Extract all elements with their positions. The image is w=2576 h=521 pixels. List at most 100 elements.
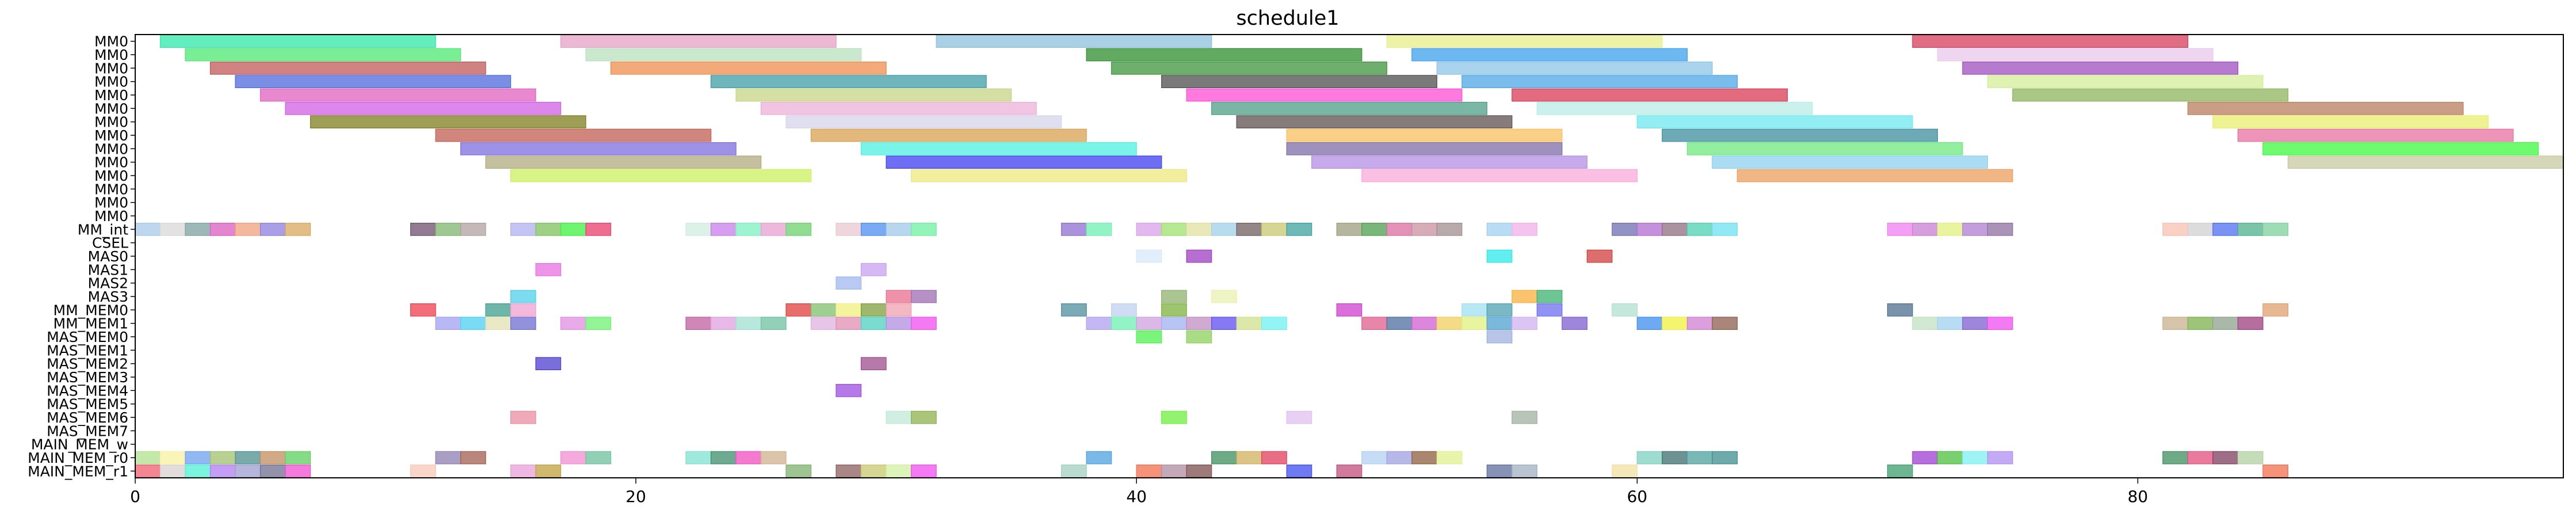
task-bar — [610, 61, 887, 75]
task-bar — [2187, 451, 2214, 465]
task-bar — [209, 223, 236, 236]
task-bar — [1962, 223, 1988, 236]
task-bar — [1211, 317, 1237, 330]
task-bar — [159, 464, 186, 478]
task-bar — [911, 290, 937, 303]
y-tick-label: MM0 — [94, 168, 128, 184]
task-bar — [1186, 317, 1212, 330]
task-bar — [259, 223, 286, 236]
task-bar — [710, 75, 987, 88]
task-bar — [1636, 317, 1663, 330]
task-bar — [1361, 169, 1638, 182]
task-bar — [1111, 303, 1137, 317]
task-bar — [2212, 317, 2238, 330]
y-tick-label: MAS3 — [88, 288, 128, 305]
task-bar — [2212, 451, 2238, 465]
task-bar — [810, 303, 837, 317]
task-bar — [1436, 61, 1713, 75]
y-tick-label: MM0 — [94, 195, 128, 211]
task-bar — [435, 128, 712, 142]
task-bar — [1486, 223, 1513, 236]
x-tick-label: 40 — [1126, 487, 1147, 506]
task-bar — [209, 451, 236, 465]
task-bar — [185, 223, 211, 236]
task-bar — [259, 464, 286, 478]
task-bar — [1686, 317, 1713, 330]
task-bar — [1211, 290, 1237, 303]
task-bar — [510, 464, 536, 478]
task-bar — [510, 169, 812, 182]
task-bar — [810, 317, 837, 330]
task-bar — [510, 410, 536, 424]
task-bar — [1512, 290, 1537, 303]
task-bar — [2237, 128, 2514, 142]
task-bar — [1336, 303, 1363, 317]
task-bar — [1586, 249, 1613, 263]
task-bar — [1186, 223, 1212, 236]
task-bar — [460, 142, 736, 155]
task-bar — [1636, 451, 1663, 465]
task-bar — [860, 303, 887, 317]
task-bar — [1136, 223, 1162, 236]
task-bar — [1386, 317, 1413, 330]
task-bar — [510, 223, 536, 236]
task-bar — [1086, 317, 1112, 330]
task-bar — [1562, 317, 1587, 330]
task-bar — [1336, 464, 1363, 478]
y-tick-label: MM0 — [94, 87, 128, 104]
y-tick-label: MM_MEM0 — [54, 302, 128, 318]
task-bar — [1086, 48, 1363, 62]
task-bar — [1236, 115, 1513, 128]
task-bar — [1211, 102, 1487, 115]
task-bar — [2162, 451, 2188, 465]
task-bar — [886, 464, 912, 478]
task-bar — [310, 115, 586, 128]
task-bar — [1436, 317, 1463, 330]
task-bar — [1211, 451, 1237, 465]
task-bar — [1712, 317, 1738, 330]
task-bar — [410, 303, 436, 317]
task-bar — [1962, 61, 2239, 75]
task-bar — [886, 290, 912, 303]
task-bar — [1236, 317, 1262, 330]
task-bar — [1111, 317, 1137, 330]
task-bar — [1662, 223, 1688, 236]
task-bar — [1436, 223, 1463, 236]
task-bar — [1486, 330, 1513, 344]
task-bar — [1361, 223, 1387, 236]
task-bar — [710, 223, 736, 236]
task-bar — [485, 317, 512, 330]
task-bars — [135, 35, 2564, 478]
task-bar — [159, 35, 436, 48]
task-bar — [1286, 142, 1563, 155]
task-bar — [2262, 464, 2288, 478]
task-bar — [685, 317, 712, 330]
task-bar — [735, 223, 762, 236]
task-bar — [1361, 451, 1387, 465]
task-bar — [835, 317, 862, 330]
task-bar — [535, 223, 562, 236]
task-bar — [886, 317, 912, 330]
task-bar — [2237, 451, 2264, 465]
task-bar — [1161, 464, 1187, 478]
task-bar — [1912, 35, 2189, 48]
task-bar — [1086, 451, 1112, 465]
task-bar — [1136, 464, 1162, 478]
y-tick-label: MAS2 — [88, 275, 128, 292]
task-bar — [835, 383, 862, 397]
task-bar — [285, 464, 311, 478]
task-bar — [1512, 317, 1537, 330]
task-bar — [1386, 35, 1663, 48]
x-tick-label: 0 — [130, 487, 140, 506]
task-bar — [185, 464, 211, 478]
y-axis: MM0MM0MM0MM0MM0MM0MM0MM0MM0MM0MM0MM0MM0M… — [28, 33, 135, 480]
task-bar — [860, 317, 887, 330]
task-bar — [410, 464, 436, 478]
task-bar — [2162, 223, 2188, 236]
task-bar — [1386, 451, 1413, 465]
task-bar — [535, 357, 562, 371]
task-bar — [209, 464, 236, 478]
task-bar — [2237, 223, 2264, 236]
task-bar — [1311, 155, 1587, 169]
